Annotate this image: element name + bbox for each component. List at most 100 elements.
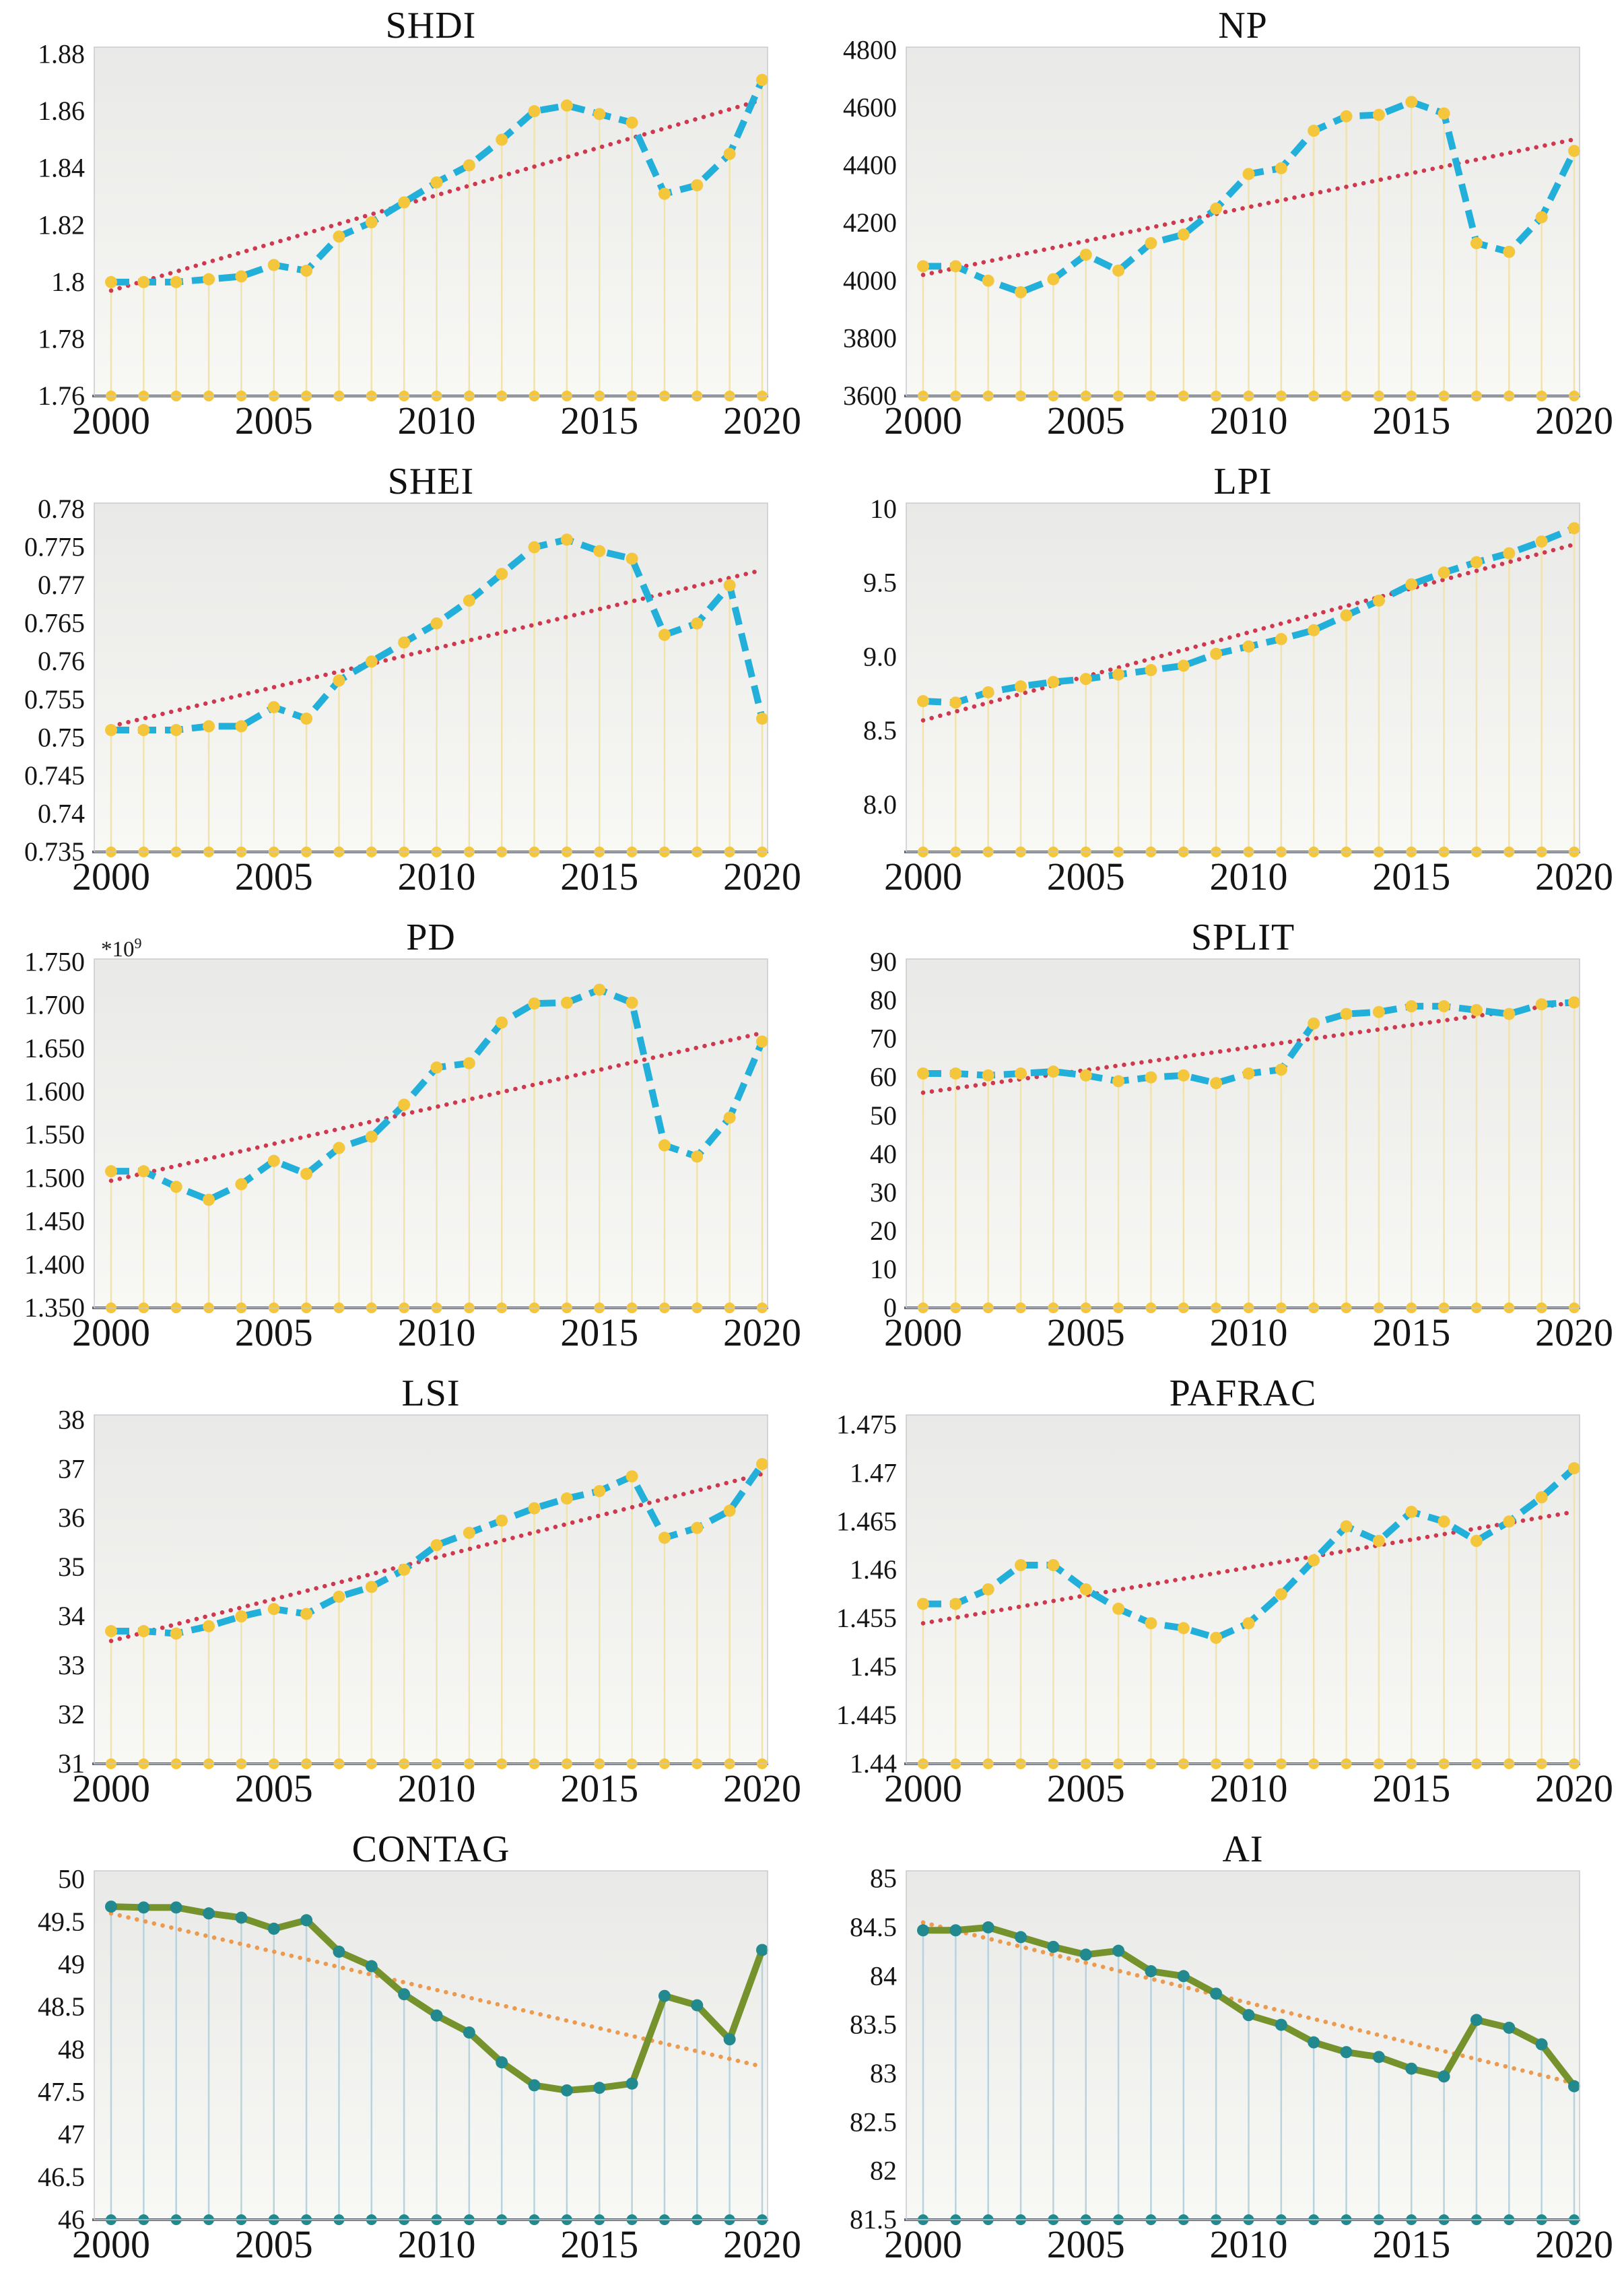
svg-text:1.550: 1.550 <box>24 1119 85 1150</box>
svg-text:37: 37 <box>58 1453 85 1484</box>
chart-cell-lsi: LSI 31 32 33 34 35 36 37 38 2000 2005 2010 2015 2020 <box>0 1368 812 1824</box>
svg-text:1.82: 1.82 <box>38 209 85 240</box>
chart-cell-contag: CONTAG 46 46.5 47 47.5 48 48.5 49 49.5 50 2000 200… <box>0 1824 812 2280</box>
svg-text:0.735: 0.735 <box>24 836 85 867</box>
data-point-markers <box>917 1921 1580 2092</box>
svg-text:50: 50 <box>870 1100 897 1131</box>
svg-text:46: 46 <box>58 2204 85 2235</box>
svg-text:10: 10 <box>870 494 897 524</box>
svg-text:2010: 2010 <box>398 1766 476 1810</box>
plot-background <box>906 47 1580 396</box>
svg-text:2000: 2000 <box>884 855 962 898</box>
data-point-markers <box>105 73 768 288</box>
svg-text:2005: 2005 <box>235 855 313 898</box>
plot-background <box>906 503 1580 852</box>
trend-line <box>108 1030 765 1183</box>
plot-background <box>906 1871 1580 2220</box>
svg-text:2000: 2000 <box>884 2222 962 2266</box>
svg-text:2005: 2005 <box>1047 855 1125 898</box>
svg-text:4000: 4000 <box>843 265 897 296</box>
svg-text:2005: 2005 <box>1047 1311 1125 1354</box>
plot-background <box>94 1415 768 1764</box>
y-tick-labels: 8.0 8.5 9.0 9.5 10 <box>863 494 897 820</box>
chart-title-pd: PD <box>406 917 456 958</box>
chart-cell-lpi: LPI 8.0 8.5 9.0 9.5 10 2000 2005 2010 2015 2020 <box>812 456 1624 912</box>
svg-text:2005: 2005 <box>1047 2222 1125 2266</box>
svg-text:2020: 2020 <box>1535 855 1613 898</box>
svg-text:2010: 2010 <box>1210 1766 1288 1810</box>
lpi-plot: 8.0 8.5 9.0 9.5 10 2000 2005 2010 2015 2020 <box>863 494 1613 898</box>
stem-lines <box>922 528 1576 852</box>
x-tick-labels: 2000 2005 2010 2015 2020 <box>884 855 1613 898</box>
svg-text:30: 30 <box>870 1177 897 1208</box>
x-tick-labels: 2000 2005 2010 2015 2020 <box>884 1311 1613 1354</box>
svg-text:8.0: 8.0 <box>863 789 897 820</box>
svg-text:84.5: 84.5 <box>850 1912 897 1942</box>
chart-cell-pafrac: PAFRAC 1.44 1.445 1.45 1.455 1.46 1.465 1.47 1.… <box>812 1368 1624 1824</box>
svg-text:90: 90 <box>870 947 897 977</box>
x-tick-labels: 2000 2005 2010 2015 2020 <box>72 1766 801 1810</box>
svg-text:50: 50 <box>58 1864 85 1894</box>
svg-text:47.5: 47.5 <box>38 2076 85 2107</box>
plot-frame <box>906 1414 1580 1764</box>
svg-text:1.47: 1.47 <box>850 1457 897 1488</box>
x-tick-labels: 2000 2005 2010 2015 2020 <box>72 1311 801 1354</box>
plot-frame <box>94 502 768 853</box>
plot-background <box>906 959 1580 1308</box>
trend-line <box>920 1000 1577 1095</box>
svg-text:3800: 3800 <box>843 323 897 353</box>
trend-line <box>108 568 765 729</box>
split-plot: 0 10 20 30 40 50 60 70 80 90 2000 2005 2010 2015 2020 <box>870 947 1613 1354</box>
exponent-base: *10 <box>101 937 135 962</box>
svg-text:81.5: 81.5 <box>850 2204 897 2235</box>
svg-text:0.755: 0.755 <box>24 684 85 715</box>
svg-text:9.5: 9.5 <box>863 568 897 598</box>
svg-text:2000: 2000 <box>72 1311 150 1354</box>
plot-frame <box>906 958 1580 1309</box>
svg-text:1.400: 1.400 <box>24 1249 85 1280</box>
chart-title-ai: AI <box>1222 1828 1264 1870</box>
svg-text:4400: 4400 <box>843 150 897 180</box>
svg-text:2010: 2010 <box>1210 1311 1288 1354</box>
svg-text:2015: 2015 <box>560 1766 638 1810</box>
svg-text:1.350: 1.350 <box>24 1292 85 1323</box>
plot-frame <box>906 46 1580 397</box>
chart-title-lpi: LPI <box>1213 461 1273 502</box>
y-tick-labels: 46 46.5 47 47.5 48 48.5 49 49.5 50 <box>38 1864 85 2235</box>
svg-text:2010: 2010 <box>1210 2222 1288 2266</box>
svg-text:33: 33 <box>58 1650 85 1680</box>
stem-lines <box>922 1927 1576 2220</box>
svg-text:0.75: 0.75 <box>38 722 85 752</box>
chart-cell-pd: PD *109 1.350 1.400 1.450 1.500 1.550 1.600 1.… <box>0 912 812 1368</box>
svg-text:80: 80 <box>870 985 897 1016</box>
trend-line <box>920 1920 1577 2086</box>
svg-text:2015: 2015 <box>560 399 638 442</box>
svg-text:0.745: 0.745 <box>24 760 85 791</box>
svg-text:2000: 2000 <box>884 399 962 442</box>
data-line <box>111 1462 766 1637</box>
svg-text:2010: 2010 <box>1210 855 1288 898</box>
svg-text:1.650: 1.650 <box>24 1033 85 1063</box>
svg-text:2020: 2020 <box>1535 2222 1613 2266</box>
x-tick-labels: 2000 2005 2010 2015 2020 <box>884 2222 1613 2266</box>
data-point-markers <box>105 1900 768 2096</box>
svg-text:48: 48 <box>58 2034 85 2064</box>
chart-cell-split: SPLIT 0 10 20 30 40 50 60 70 80 90 2000 2005 2010 201… <box>812 912 1624 1368</box>
svg-text:0.78: 0.78 <box>38 494 85 524</box>
pafrac-plot: 1.44 1.445 1.45 1.455 1.46 1.465 1.47 1.475 2000… <box>836 1409 1613 1810</box>
svg-text:83.5: 83.5 <box>850 2010 897 2040</box>
plot-frame <box>94 1870 768 2220</box>
svg-text:2015: 2015 <box>560 2222 638 2266</box>
trend-line <box>920 137 1577 277</box>
plot-frame <box>94 46 768 397</box>
svg-text:0.775: 0.775 <box>24 532 85 562</box>
svg-text:82.5: 82.5 <box>850 2107 897 2137</box>
svg-text:70: 70 <box>870 1024 897 1054</box>
exponent-power: 9 <box>134 935 142 952</box>
svg-text:82: 82 <box>870 2156 897 2186</box>
svg-text:84: 84 <box>870 1960 897 1991</box>
svg-text:1.45: 1.45 <box>850 1651 897 1682</box>
data-point-markers <box>917 522 1580 709</box>
svg-text:1.465: 1.465 <box>836 1506 897 1536</box>
